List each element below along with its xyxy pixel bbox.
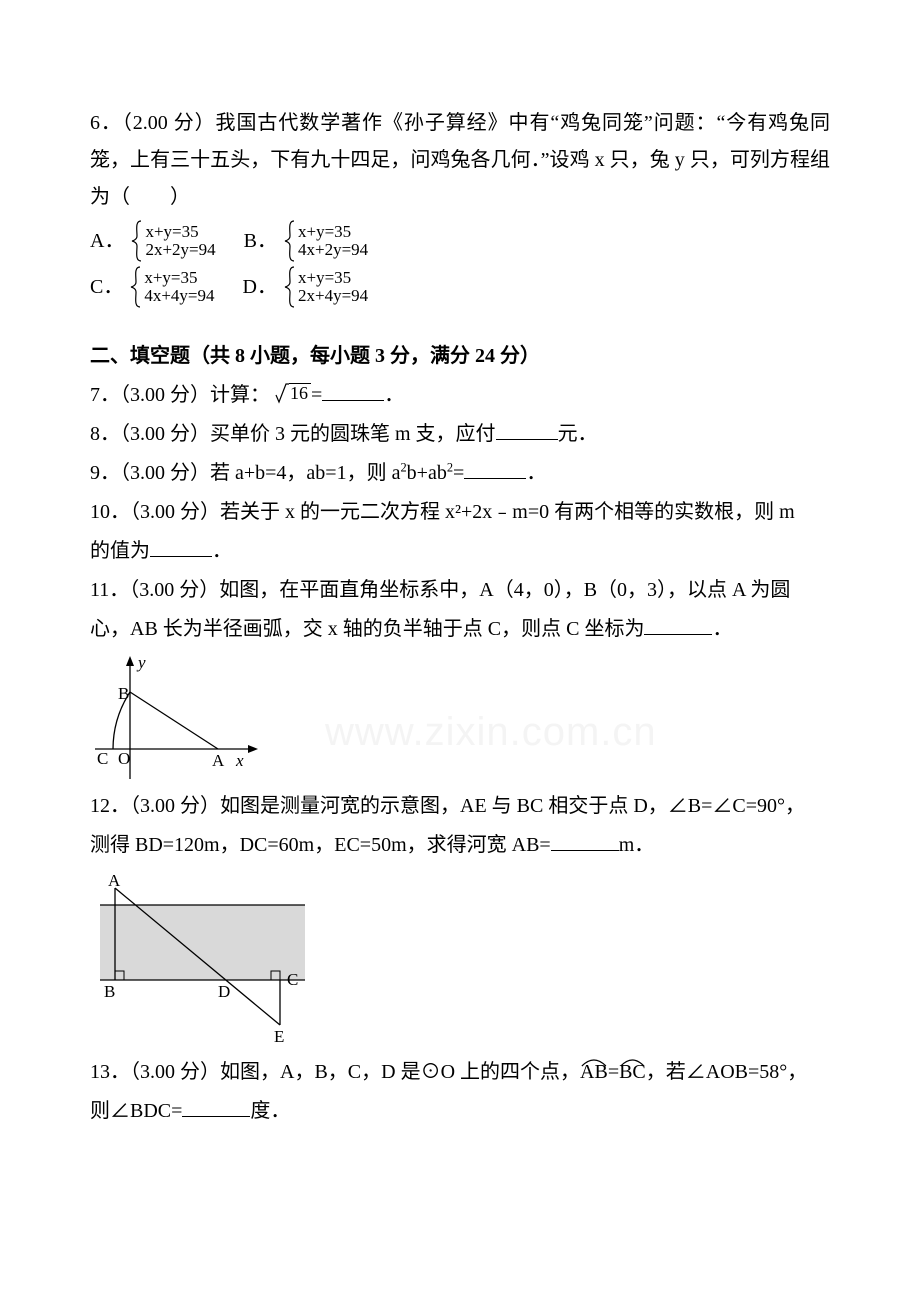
left-brace-icon	[131, 220, 143, 262]
fig1-label-C: C	[97, 749, 108, 768]
q10-line2: 的值为 ．	[90, 533, 830, 570]
q9: 9．（3.00 分）若 a+b=4，ab=1，则 a2b+ab2=．	[90, 455, 830, 492]
figure-coordinate-axes: y B C O A x	[90, 654, 265, 784]
q8-blank	[496, 419, 558, 440]
q6-c-system: x+y=35 4x+4y=94	[130, 266, 214, 308]
q13-line1-pre: 13．（3.00 分）如图，A，B，C，D 是⊙O 上的四个点，	[90, 1061, 580, 1083]
left-brace-icon	[284, 266, 296, 308]
q6-a-label: A．	[90, 223, 124, 260]
q8: 8．（3.00 分）买单价 3 元的圆珠笔 m 支，应付 元．	[90, 416, 830, 453]
q7-end: ．	[384, 384, 404, 406]
q7-blank	[322, 380, 384, 401]
q6-b-eq1: x+y=35	[298, 223, 368, 241]
q11-line2-post: ．	[712, 618, 732, 640]
q13-line1: 13．（3.00 分）如图，A，B，C，D 是⊙O 上的四个点，AB=BC，若∠…	[90, 1054, 830, 1091]
fig2-label-A: A	[108, 871, 121, 890]
fig1-label-A: A	[212, 751, 225, 770]
q10-line2-pre: 的值为	[90, 540, 150, 562]
fig2-label-B: B	[104, 982, 115, 1001]
q6-b-system: x+y=35 4x+2y=94	[284, 220, 368, 262]
q6-options-row1: A． x+y=35 2x+2y=94 B． x+y=35 4x+2y=94	[90, 218, 830, 264]
q6-d-eq2: 2x+4y=94	[298, 287, 368, 305]
fig1-label-x: x	[235, 751, 244, 770]
q6-a-system: x+y=35 2x+2y=94	[131, 220, 215, 262]
q9-mid: b+ab	[407, 462, 447, 484]
q6-a-eq2: 2x+2y=94	[145, 241, 215, 259]
q6-b-label: B．	[244, 223, 277, 260]
left-brace-icon	[284, 220, 296, 262]
q13-line2: 则∠BDC= 度．	[90, 1093, 830, 1130]
arc-bc: BC	[619, 1062, 646, 1082]
q7-eq: =	[311, 384, 322, 406]
q8-post: 元．	[558, 423, 598, 445]
q11-line1: 11．（3.00 分）如图，在平面直角坐标系中，A（4，0），B（0，3），以点…	[90, 572, 830, 609]
sqrt-icon: 16	[275, 382, 311, 404]
q6-d-eq1: x+y=35	[298, 269, 368, 287]
q7: 7．（3.00 分）计算： 16 = ．	[90, 377, 830, 414]
q13-line2-post: 度．	[250, 1100, 290, 1122]
q6-d-system: x+y=35 2x+4y=94	[284, 266, 368, 308]
q10-line2-post: ．	[212, 540, 232, 562]
q11-blank	[644, 614, 712, 635]
left-brace-icon	[130, 266, 142, 308]
q12-line2-pre: 测得 BD=120m，DC=60m，EC=50m，求得河宽 AB=	[90, 834, 551, 856]
q13-line1-post: ，若∠AOB=58°，	[646, 1061, 808, 1083]
q7-pre: 7．（3.00 分）计算：	[90, 384, 270, 406]
q9-end: ．	[526, 462, 546, 484]
q10-blank	[150, 536, 212, 557]
q9-pre: 9．（3.00 分）若 a+b=4，ab=1，则 a	[90, 462, 400, 484]
q6-c-eq2: 4x+4y=94	[144, 287, 214, 305]
q6-c-label: C．	[90, 269, 123, 306]
fig1-label-O: O	[118, 749, 130, 768]
fig1-label-B: B	[118, 684, 129, 703]
q9-eq: =	[453, 462, 464, 484]
q13-mid: =	[608, 1061, 619, 1083]
q6-option-a: A． x+y=35 2x+2y=94	[90, 220, 216, 262]
q6-options-row2: C． x+y=35 4x+4y=94 D． x+y=35 2x+4y=94	[90, 264, 830, 310]
arc-ab: AB	[580, 1062, 608, 1082]
q8-pre: 8．（3.00 分）买单价 3 元的圆珠笔 m 支，应付	[90, 423, 496, 445]
section-2-title: 二、填空题（共 8 小题，每小题 3 分，满分 24 分）	[90, 338, 830, 375]
q6-c-eq1: x+y=35	[144, 269, 214, 287]
q6-prompt: 6．（2.00 分）我国古代数学著作《孙子算经》中有“鸡兔同笼”问题：“今有鸡兔…	[90, 105, 830, 216]
q6-option-c: C． x+y=35 4x+4y=94	[90, 266, 215, 308]
fig2-label-C: C	[287, 970, 298, 989]
q13-blank	[182, 1096, 250, 1117]
fig1-label-y: y	[136, 654, 146, 672]
q12-line2: 测得 BD=120m，DC=60m，EC=50m，求得河宽 AB= m．	[90, 827, 830, 864]
q12-line1: 12．（3.00 分）如图是测量河宽的示意图，AE 与 BC 相交于点 D，∠B…	[90, 788, 830, 825]
q6-option-b: B． x+y=35 4x+2y=94	[244, 220, 369, 262]
q12-blank	[551, 830, 619, 851]
q9-blank	[464, 458, 526, 479]
figure-river-width: A B D C E	[90, 870, 315, 1050]
fig2-label-E: E	[274, 1027, 284, 1046]
q6-a-eq1: x+y=35	[145, 223, 215, 241]
q10-line1: 10．（3.00 分）若关于 x 的一元二次方程 x²+2x﹣m=0 有两个相等…	[90, 494, 830, 531]
q11-line2-pre: 心，AB 长为半径画弧，交 x 轴的负半轴于点 C，则点 C 坐标为	[90, 618, 644, 640]
q7-radicand: 16	[289, 383, 311, 404]
fig2-label-D: D	[218, 982, 230, 1001]
q13-line2-pre: 则∠BDC=	[90, 1100, 182, 1122]
q12-line2-post: m．	[619, 834, 655, 856]
q6-option-d: D． x+y=35 2x+4y=94	[243, 266, 369, 308]
q11-line2: 心，AB 长为半径画弧，交 x 轴的负半轴于点 C，则点 C 坐标为 ．	[90, 611, 830, 648]
q6-b-eq2: 4x+2y=94	[298, 241, 368, 259]
q6-d-label: D．	[243, 269, 277, 306]
